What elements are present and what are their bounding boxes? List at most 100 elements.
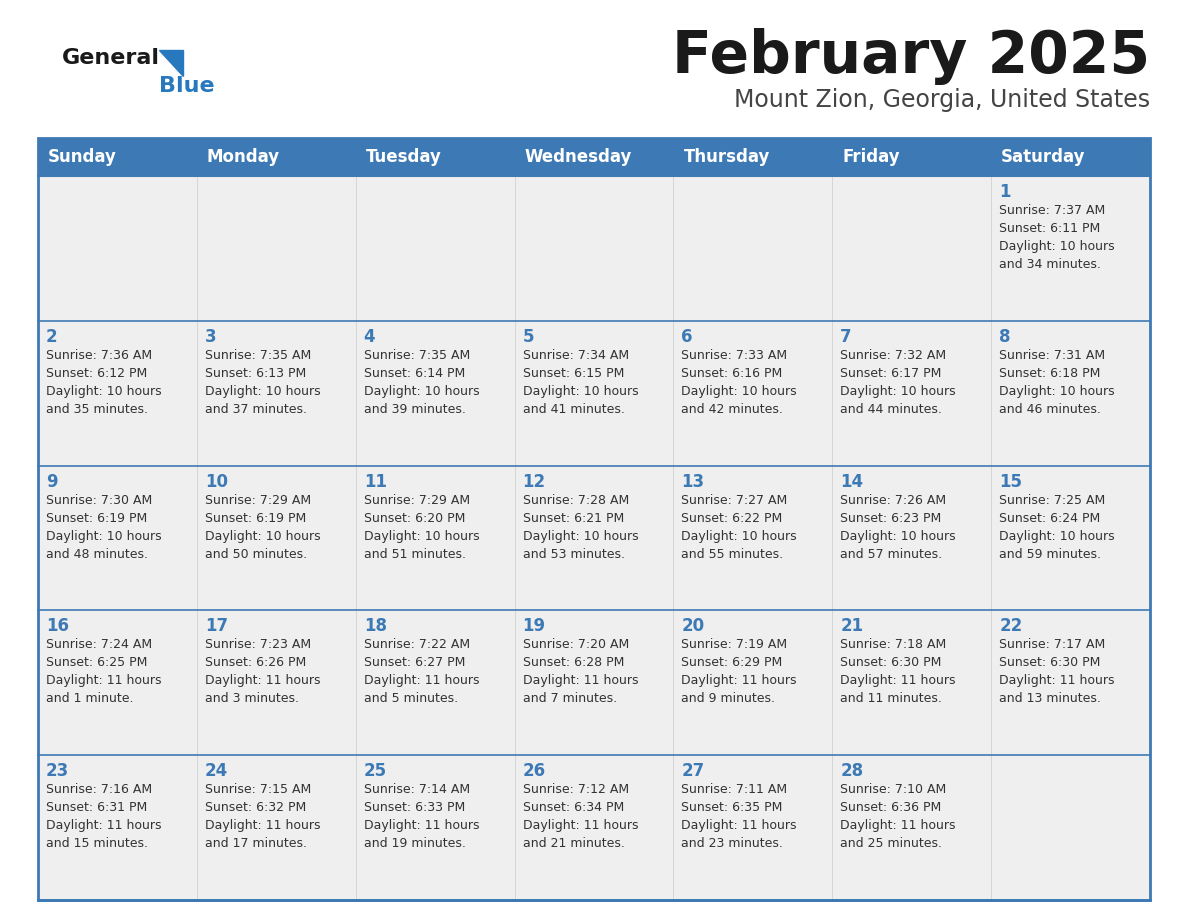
Text: 1: 1 <box>999 183 1011 201</box>
Text: Sunrise: 7:14 AM
Sunset: 6:33 PM
Daylight: 11 hours
and 19 minutes.: Sunrise: 7:14 AM Sunset: 6:33 PM Dayligh… <box>364 783 479 850</box>
FancyBboxPatch shape <box>991 465 1150 610</box>
FancyBboxPatch shape <box>197 610 355 756</box>
FancyBboxPatch shape <box>355 176 514 320</box>
Text: Sunrise: 7:35 AM
Sunset: 6:13 PM
Daylight: 10 hours
and 37 minutes.: Sunrise: 7:35 AM Sunset: 6:13 PM Dayligh… <box>204 349 321 416</box>
FancyBboxPatch shape <box>991 176 1150 320</box>
Text: Sunrise: 7:22 AM
Sunset: 6:27 PM
Daylight: 11 hours
and 5 minutes.: Sunrise: 7:22 AM Sunset: 6:27 PM Dayligh… <box>364 638 479 705</box>
FancyBboxPatch shape <box>833 176 991 320</box>
Text: Sunrise: 7:28 AM
Sunset: 6:21 PM
Daylight: 10 hours
and 53 minutes.: Sunrise: 7:28 AM Sunset: 6:21 PM Dayligh… <box>523 494 638 561</box>
Text: 14: 14 <box>840 473 864 490</box>
Text: Sunrise: 7:15 AM
Sunset: 6:32 PM
Daylight: 11 hours
and 17 minutes.: Sunrise: 7:15 AM Sunset: 6:32 PM Dayligh… <box>204 783 321 850</box>
FancyBboxPatch shape <box>355 320 514 465</box>
Text: 22: 22 <box>999 618 1023 635</box>
FancyBboxPatch shape <box>197 465 355 610</box>
FancyBboxPatch shape <box>38 465 197 610</box>
Text: 8: 8 <box>999 328 1011 346</box>
Text: 7: 7 <box>840 328 852 346</box>
FancyBboxPatch shape <box>38 320 197 465</box>
FancyBboxPatch shape <box>674 320 833 465</box>
Text: Tuesday: Tuesday <box>366 148 442 166</box>
Text: Sunrise: 7:27 AM
Sunset: 6:22 PM
Daylight: 10 hours
and 55 minutes.: Sunrise: 7:27 AM Sunset: 6:22 PM Dayligh… <box>682 494 797 561</box>
Text: Sunrise: 7:31 AM
Sunset: 6:18 PM
Daylight: 10 hours
and 46 minutes.: Sunrise: 7:31 AM Sunset: 6:18 PM Dayligh… <box>999 349 1114 416</box>
FancyBboxPatch shape <box>197 320 355 465</box>
Text: 28: 28 <box>840 762 864 780</box>
Text: 27: 27 <box>682 762 704 780</box>
FancyBboxPatch shape <box>674 465 833 610</box>
FancyBboxPatch shape <box>38 138 1150 176</box>
FancyBboxPatch shape <box>674 610 833 756</box>
Text: 26: 26 <box>523 762 545 780</box>
Text: 9: 9 <box>46 473 58 490</box>
Text: Sunrise: 7:32 AM
Sunset: 6:17 PM
Daylight: 10 hours
and 44 minutes.: Sunrise: 7:32 AM Sunset: 6:17 PM Dayligh… <box>840 349 956 416</box>
Text: Sunrise: 7:37 AM
Sunset: 6:11 PM
Daylight: 10 hours
and 34 minutes.: Sunrise: 7:37 AM Sunset: 6:11 PM Dayligh… <box>999 204 1114 271</box>
Text: Mount Zion, Georgia, United States: Mount Zion, Georgia, United States <box>734 88 1150 112</box>
Text: 10: 10 <box>204 473 228 490</box>
Text: Sunrise: 7:30 AM
Sunset: 6:19 PM
Daylight: 10 hours
and 48 minutes.: Sunrise: 7:30 AM Sunset: 6:19 PM Dayligh… <box>46 494 162 561</box>
FancyBboxPatch shape <box>514 176 674 320</box>
FancyBboxPatch shape <box>514 320 674 465</box>
Text: Sunrise: 7:34 AM
Sunset: 6:15 PM
Daylight: 10 hours
and 41 minutes.: Sunrise: 7:34 AM Sunset: 6:15 PM Dayligh… <box>523 349 638 416</box>
Text: Sunrise: 7:36 AM
Sunset: 6:12 PM
Daylight: 10 hours
and 35 minutes.: Sunrise: 7:36 AM Sunset: 6:12 PM Dayligh… <box>46 349 162 416</box>
Text: Sunrise: 7:24 AM
Sunset: 6:25 PM
Daylight: 11 hours
and 1 minute.: Sunrise: 7:24 AM Sunset: 6:25 PM Dayligh… <box>46 638 162 705</box>
Text: Sunrise: 7:23 AM
Sunset: 6:26 PM
Daylight: 11 hours
and 3 minutes.: Sunrise: 7:23 AM Sunset: 6:26 PM Dayligh… <box>204 638 321 705</box>
FancyBboxPatch shape <box>991 320 1150 465</box>
FancyBboxPatch shape <box>197 756 355 900</box>
FancyBboxPatch shape <box>674 176 833 320</box>
Text: 15: 15 <box>999 473 1022 490</box>
Text: Sunrise: 7:11 AM
Sunset: 6:35 PM
Daylight: 11 hours
and 23 minutes.: Sunrise: 7:11 AM Sunset: 6:35 PM Dayligh… <box>682 783 797 850</box>
Text: 20: 20 <box>682 618 704 635</box>
FancyBboxPatch shape <box>355 610 514 756</box>
Text: Saturday: Saturday <box>1001 148 1086 166</box>
Text: 11: 11 <box>364 473 387 490</box>
FancyBboxPatch shape <box>991 756 1150 900</box>
FancyBboxPatch shape <box>833 320 991 465</box>
Text: 21: 21 <box>840 618 864 635</box>
Text: 2: 2 <box>46 328 58 346</box>
Text: Sunrise: 7:17 AM
Sunset: 6:30 PM
Daylight: 11 hours
and 13 minutes.: Sunrise: 7:17 AM Sunset: 6:30 PM Dayligh… <box>999 638 1114 705</box>
Text: 4: 4 <box>364 328 375 346</box>
Text: Monday: Monday <box>207 148 280 166</box>
Text: Wednesday: Wednesday <box>525 148 632 166</box>
FancyBboxPatch shape <box>833 756 991 900</box>
Text: Sunrise: 7:10 AM
Sunset: 6:36 PM
Daylight: 11 hours
and 25 minutes.: Sunrise: 7:10 AM Sunset: 6:36 PM Dayligh… <box>840 783 956 850</box>
Text: Sunrise: 7:12 AM
Sunset: 6:34 PM
Daylight: 11 hours
and 21 minutes.: Sunrise: 7:12 AM Sunset: 6:34 PM Dayligh… <box>523 783 638 850</box>
Text: 18: 18 <box>364 618 387 635</box>
Text: February 2025: February 2025 <box>672 28 1150 85</box>
Polygon shape <box>159 50 183 76</box>
FancyBboxPatch shape <box>355 465 514 610</box>
Text: 23: 23 <box>46 762 69 780</box>
Text: 24: 24 <box>204 762 228 780</box>
Text: Sunrise: 7:20 AM
Sunset: 6:28 PM
Daylight: 11 hours
and 7 minutes.: Sunrise: 7:20 AM Sunset: 6:28 PM Dayligh… <box>523 638 638 705</box>
Text: Sunrise: 7:16 AM
Sunset: 6:31 PM
Daylight: 11 hours
and 15 minutes.: Sunrise: 7:16 AM Sunset: 6:31 PM Dayligh… <box>46 783 162 850</box>
Text: Sunrise: 7:33 AM
Sunset: 6:16 PM
Daylight: 10 hours
and 42 minutes.: Sunrise: 7:33 AM Sunset: 6:16 PM Dayligh… <box>682 349 797 416</box>
FancyBboxPatch shape <box>355 756 514 900</box>
FancyBboxPatch shape <box>514 756 674 900</box>
FancyBboxPatch shape <box>674 756 833 900</box>
Text: 19: 19 <box>523 618 545 635</box>
Text: Sunrise: 7:19 AM
Sunset: 6:29 PM
Daylight: 11 hours
and 9 minutes.: Sunrise: 7:19 AM Sunset: 6:29 PM Dayligh… <box>682 638 797 705</box>
Text: 16: 16 <box>46 618 69 635</box>
Text: Sunrise: 7:35 AM
Sunset: 6:14 PM
Daylight: 10 hours
and 39 minutes.: Sunrise: 7:35 AM Sunset: 6:14 PM Dayligh… <box>364 349 479 416</box>
Text: Sunrise: 7:29 AM
Sunset: 6:19 PM
Daylight: 10 hours
and 50 minutes.: Sunrise: 7:29 AM Sunset: 6:19 PM Dayligh… <box>204 494 321 561</box>
FancyBboxPatch shape <box>514 610 674 756</box>
Text: Sunrise: 7:26 AM
Sunset: 6:23 PM
Daylight: 10 hours
and 57 minutes.: Sunrise: 7:26 AM Sunset: 6:23 PM Dayligh… <box>840 494 956 561</box>
Text: 17: 17 <box>204 618 228 635</box>
Text: 5: 5 <box>523 328 535 346</box>
FancyBboxPatch shape <box>38 610 197 756</box>
Text: Blue: Blue <box>159 76 215 96</box>
Text: Sunrise: 7:29 AM
Sunset: 6:20 PM
Daylight: 10 hours
and 51 minutes.: Sunrise: 7:29 AM Sunset: 6:20 PM Dayligh… <box>364 494 479 561</box>
FancyBboxPatch shape <box>197 176 355 320</box>
FancyBboxPatch shape <box>38 176 197 320</box>
Text: 3: 3 <box>204 328 216 346</box>
FancyBboxPatch shape <box>514 465 674 610</box>
FancyBboxPatch shape <box>833 610 991 756</box>
Text: 12: 12 <box>523 473 545 490</box>
Text: 6: 6 <box>682 328 693 346</box>
Text: Sunrise: 7:18 AM
Sunset: 6:30 PM
Daylight: 11 hours
and 11 minutes.: Sunrise: 7:18 AM Sunset: 6:30 PM Dayligh… <box>840 638 956 705</box>
Text: General: General <box>62 48 160 68</box>
Text: Sunday: Sunday <box>48 148 116 166</box>
FancyBboxPatch shape <box>833 465 991 610</box>
Text: Friday: Friday <box>842 148 901 166</box>
FancyBboxPatch shape <box>38 756 197 900</box>
Text: 13: 13 <box>682 473 704 490</box>
